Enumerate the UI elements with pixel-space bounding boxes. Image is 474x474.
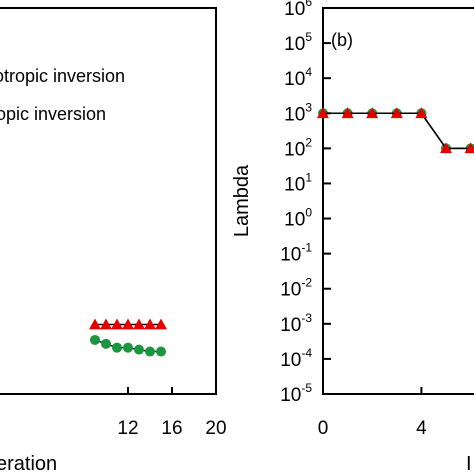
panel-b-point-0 bbox=[366, 107, 379, 119]
panel-a-point-1 bbox=[145, 346, 155, 357]
panel-b-point-0 bbox=[341, 107, 354, 119]
panel-a-series bbox=[89, 318, 167, 357]
panel-b-y-tick-label: 10-1 bbox=[280, 241, 312, 266]
panel-a-point-0 bbox=[144, 318, 156, 330]
panel-b-point-0 bbox=[415, 107, 428, 119]
panel-b-series-line-0 bbox=[323, 112, 474, 150]
panel-b-y-tick-label: 102 bbox=[284, 135, 312, 160]
panel-b-y-tick-label: 105 bbox=[284, 30, 312, 55]
panel-a-point-1 bbox=[134, 344, 144, 355]
panel-b-plot-frame bbox=[322, 7, 474, 395]
panel-b-point-0 bbox=[464, 142, 474, 154]
panel-a-x-tick-label: 20 bbox=[205, 418, 226, 439]
panel-b-x-tick-label: 0 bbox=[318, 418, 329, 439]
panel-b-y-tick-label: 10-5 bbox=[280, 381, 312, 406]
panel-b-y-tick-label: 10-3 bbox=[280, 311, 312, 336]
panel-a-point-0 bbox=[122, 318, 134, 330]
panel-a-point-1 bbox=[112, 342, 122, 353]
panel-b-y-tick-label: 104 bbox=[284, 65, 312, 90]
panel-b-point-0 bbox=[317, 107, 329, 119]
panel-b: (b) 10-5 10-4 10-3 10-2 10-1 100 101 102 103 104 1… bbox=[231, 0, 474, 474]
panel-a-x-tick-label: 16 bbox=[161, 418, 182, 439]
panel-a: 12 16 20 otropic inversion opic inversion … bbox=[0, 7, 227, 474]
panel-a-point-0 bbox=[111, 318, 123, 330]
panel-a-point-1 bbox=[156, 346, 166, 357]
panel-a-plot-frame bbox=[0, 7, 217, 395]
panel-a-point-0 bbox=[155, 318, 167, 330]
panel-a-legend: otropic inversion opic inversion bbox=[0, 66, 125, 124]
panel-a-x-axis-label: eration bbox=[0, 453, 57, 474]
legend-entry-red: otropic inversion bbox=[0, 66, 125, 86]
panel-b-x-tick-label: 4 bbox=[416, 418, 427, 439]
panel-a-point-0 bbox=[89, 318, 101, 330]
panel-a-point-1 bbox=[90, 334, 100, 345]
panel-b-y-tick-label: 106 bbox=[284, 0, 312, 20]
panel-b-label: (b) bbox=[331, 30, 353, 50]
panel-a-point-1 bbox=[101, 338, 111, 349]
panel-b-y-tick-label: 10-4 bbox=[280, 346, 312, 371]
panel-b-x-ticks: 048 bbox=[318, 387, 427, 439]
panel-a-point-0 bbox=[133, 318, 145, 330]
panel-a-point-0 bbox=[100, 318, 112, 330]
panel-b-y-axis-label: Lambda bbox=[231, 164, 253, 237]
panel-a-x-tick-label: 12 bbox=[117, 418, 138, 439]
panel-b-y-tick-label: 103 bbox=[284, 100, 312, 125]
panel-b-series bbox=[317, 107, 474, 154]
panel-b-y-tick-label: 10-2 bbox=[280, 276, 312, 301]
panel-b-point-0 bbox=[390, 107, 403, 119]
panel-a-point-1 bbox=[123, 342, 133, 353]
panel-b-y-tick-label: 100 bbox=[284, 206, 312, 231]
panel-b-x-axis-label: I bbox=[466, 453, 472, 474]
panel-b-point-0 bbox=[440, 142, 452, 154]
panel-b-y-tick-label: 101 bbox=[284, 170, 312, 195]
panel-a-x-ticks: 12 16 20 bbox=[117, 387, 227, 439]
legend-entry-green: opic inversion bbox=[0, 104, 106, 124]
